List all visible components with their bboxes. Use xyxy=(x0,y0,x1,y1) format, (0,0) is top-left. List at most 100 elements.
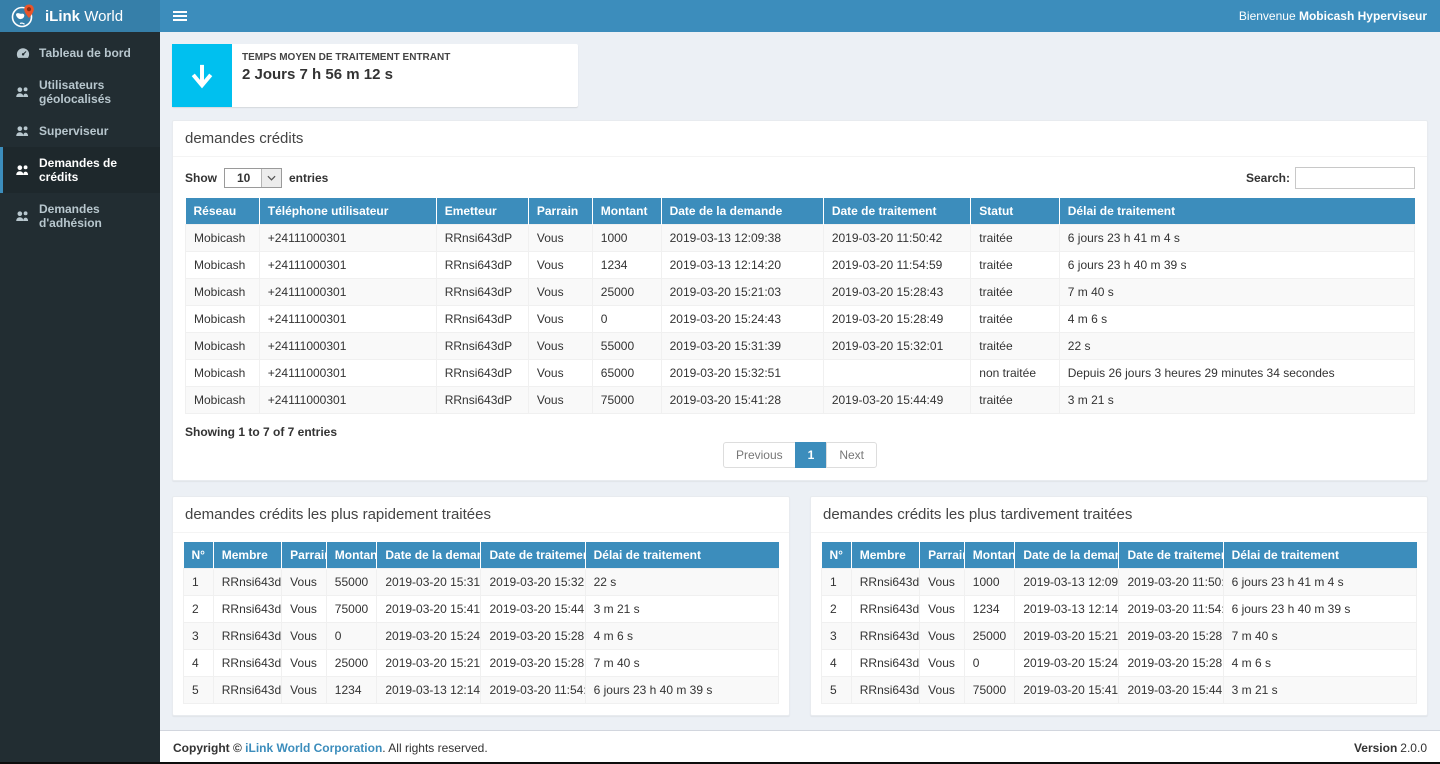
column-header[interactable]: Montant xyxy=(592,198,661,225)
column-header[interactable]: Emetteur xyxy=(436,198,528,225)
table-cell: traitée xyxy=(971,225,1059,252)
stat-value: 2 Jours 7 h 56 m 12 s xyxy=(242,66,450,83)
table-cell: Vous xyxy=(282,596,327,623)
table-cell: 2019-03-20 11:54:59 xyxy=(1119,596,1223,623)
sidebar-item-utilisateurs-geolocalises[interactable]: Utilisateurs géolocalisés xyxy=(0,69,160,115)
column-header: Délai de traitement xyxy=(1223,542,1416,569)
column-header[interactable]: Téléphone utilisateur xyxy=(259,198,436,225)
show-label: Show xyxy=(185,171,217,185)
table-cell: Mobicash xyxy=(186,252,260,279)
table-row: Mobicash+24111000301RRnsi643dPVous550002… xyxy=(186,333,1415,360)
welcome-text[interactable]: Bienvenue Mobicash Hyperviseur xyxy=(1239,9,1427,23)
table-cell: RRnsi643dP xyxy=(213,569,281,596)
table-cell: RRnsi643dP xyxy=(213,596,281,623)
table-cell: Vous xyxy=(920,569,965,596)
sidebar-item-demandes-d-adhesion[interactable]: Demandes d'adhésion xyxy=(0,193,160,239)
table-cell: traitée xyxy=(971,387,1059,414)
table-cell: RRnsi643dP xyxy=(436,252,528,279)
table-cell: 2019-03-13 12:09:38 xyxy=(1015,569,1119,596)
sidebar-toggle-button[interactable] xyxy=(173,11,187,21)
stat-label: TEMPS MOYEN DE TRAITEMENT ENTRANT xyxy=(242,52,450,63)
top-navbar: Bienvenue Mobicash Hyperviseur xyxy=(160,0,1440,32)
pagination-page-1-button[interactable]: 1 xyxy=(795,442,828,468)
table-cell: 5 xyxy=(822,677,852,704)
table-cell: 2019-03-13 12:14:20 xyxy=(1015,596,1119,623)
table-cell: Vous xyxy=(528,360,592,387)
company-link[interactable]: iLink World Corporation xyxy=(245,741,382,755)
table-cell: 3 xyxy=(822,623,852,650)
users-icon xyxy=(15,164,30,176)
table-cell: 2019-03-20 11:54:59 xyxy=(481,677,585,704)
sidebar-item-superviseur[interactable]: Superviseur xyxy=(0,115,160,147)
table-header-row: RéseauTéléphone utilisateurEmetteurParra… xyxy=(186,198,1415,225)
slowest-table: N°MembreParrainMontantDate de la demande… xyxy=(821,542,1417,704)
table-cell: 4 m 6 s xyxy=(1059,306,1414,333)
table-cell: +24111000301 xyxy=(259,306,436,333)
column-header[interactable]: Statut xyxy=(971,198,1059,225)
table-cell: 2019-03-20 15:28:49 xyxy=(481,623,585,650)
table-cell: 2019-03-20 15:24:43 xyxy=(377,623,481,650)
column-header[interactable]: Parrain xyxy=(528,198,592,225)
pagination: Previous 1 Next xyxy=(723,442,877,468)
table-cell: 2019-03-20 15:31:39 xyxy=(377,569,481,596)
pagination-previous-button[interactable]: Previous xyxy=(723,442,796,468)
table-cell: +24111000301 xyxy=(259,279,436,306)
search-input[interactable] xyxy=(1295,167,1415,189)
table-cell: 22 s xyxy=(585,569,778,596)
table-row: 1RRnsi643dPVous10002019-03-13 12:09:3820… xyxy=(822,569,1417,596)
app-logo[interactable]: iLink World xyxy=(0,0,160,32)
table-cell: 4 m 6 s xyxy=(1223,650,1416,677)
table-cell: traitée xyxy=(971,306,1059,333)
copyright-text: Copyright © iLink World Corporation. All… xyxy=(173,741,488,755)
table-cell: 2 xyxy=(184,596,214,623)
table-cell: 1 xyxy=(184,569,214,596)
table-cell: 75000 xyxy=(964,677,1015,704)
page-length-select[interactable]: 10 xyxy=(224,168,282,188)
table-cell: 25000 xyxy=(326,650,377,677)
table-cell: 4 xyxy=(822,650,852,677)
credits-panel: demandes crédits Show 10 xyxy=(172,120,1428,481)
table-cell: 2019-03-20 15:28:43 xyxy=(481,650,585,677)
table-cell: 2019-03-20 15:41:28 xyxy=(1015,677,1119,704)
column-header: Membre xyxy=(851,542,919,569)
column-header: Membre xyxy=(213,542,281,569)
table-cell: 2019-03-20 15:24:43 xyxy=(661,306,823,333)
table-cell: 2019-03-20 11:50:42 xyxy=(823,225,970,252)
table-cell: Vous xyxy=(528,252,592,279)
fastest-table: N°MembreParrainMontantDate de la demande… xyxy=(183,542,779,704)
sidebar-item-demandes-de-credits[interactable]: Demandes de crédits xyxy=(0,147,160,193)
pagination-next-button[interactable]: Next xyxy=(826,442,877,468)
table-cell: 0 xyxy=(964,650,1015,677)
table-cell: Mobicash xyxy=(186,279,260,306)
table-cell: RRnsi643dP xyxy=(436,360,528,387)
table-cell: 2019-03-20 15:21:03 xyxy=(377,650,481,677)
table-cell: 1234 xyxy=(326,677,377,704)
table-cell: 2019-03-20 11:50:42 xyxy=(1119,569,1223,596)
table-cell: Vous xyxy=(920,596,965,623)
table-cell: 2019-03-20 15:41:28 xyxy=(661,387,823,414)
table-cell: 2019-03-20 15:32:01 xyxy=(481,569,585,596)
table-cell: Vous xyxy=(282,650,327,677)
table-cell: 2019-03-20 15:32:01 xyxy=(823,333,970,360)
table-cell: RRnsi643dP xyxy=(213,650,281,677)
column-header[interactable]: Réseau xyxy=(186,198,260,225)
table-cell: 65000 xyxy=(592,360,661,387)
column-header[interactable]: Date de traitement xyxy=(823,198,970,225)
table-cell: 2019-03-13 12:14:20 xyxy=(661,252,823,279)
column-header[interactable]: Date de la demande xyxy=(661,198,823,225)
table-cell: 2019-03-20 15:21:03 xyxy=(1015,623,1119,650)
table-cell: 25000 xyxy=(964,623,1015,650)
sidebar-item-tableau-de-bord[interactable]: Tableau de bord xyxy=(0,37,160,69)
table-cell: 7 m 40 s xyxy=(1059,279,1414,306)
table-cell xyxy=(823,360,970,387)
table-row: 2RRnsi643dPVous12342019-03-13 12:14:2020… xyxy=(822,596,1417,623)
table-cell: Mobicash xyxy=(186,306,260,333)
stat-card-temps-moyen: TEMPS MOYEN DE TRAITEMENT ENTRANT 2 Jour… xyxy=(172,44,578,107)
table-cell: 3 m 21 s xyxy=(1059,387,1414,414)
column-header[interactable]: Délai de traitement xyxy=(1059,198,1414,225)
page-length-select-input[interactable]: 10 xyxy=(225,169,281,187)
table-row: 2RRnsi643dPVous750002019-03-20 15:41:282… xyxy=(184,596,779,623)
table-cell: 1000 xyxy=(964,569,1015,596)
table-cell: traitée xyxy=(971,252,1059,279)
table-cell: 2019-03-13 12:14:20 xyxy=(377,677,481,704)
